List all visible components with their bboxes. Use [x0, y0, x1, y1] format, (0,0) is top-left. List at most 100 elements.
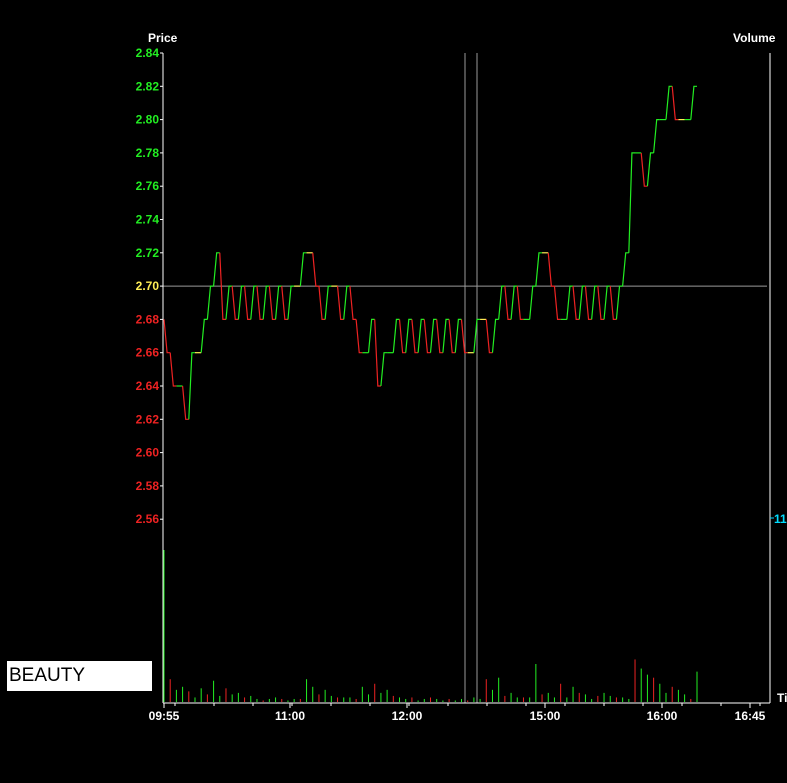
price-segment — [516, 286, 524, 320]
time-tick-label: 16:00 — [647, 709, 678, 723]
price-segment — [250, 285, 257, 320]
price-segment — [423, 319, 431, 354]
volume-marker-label: 11. — [774, 512, 787, 526]
price-tick-label: 2.56 — [136, 512, 160, 526]
price-tick-label: 2.74 — [136, 213, 160, 227]
price-segment — [603, 285, 611, 320]
price-segment — [578, 285, 586, 320]
time-axis-labels: 09:55 11:00 12:00 15:00 16:00 16:45 — [149, 709, 766, 723]
price-segment — [411, 319, 419, 354]
price-tick-label: 2.62 — [136, 412, 160, 426]
price-tick-label: 2.78 — [136, 146, 160, 160]
price-segment — [212, 252, 220, 287]
price-segment — [219, 252, 226, 320]
price-segment — [417, 318, 425, 353]
price-segment — [355, 319, 363, 354]
price-segment — [281, 286, 288, 320]
price-segment — [628, 152, 636, 253]
price-segment — [640, 152, 648, 187]
price-segment — [566, 285, 574, 320]
price-segment — [163, 319, 171, 354]
price-segment — [436, 319, 443, 354]
price-tick-label: 2.66 — [136, 346, 160, 360]
chart-axes — [160, 52, 774, 708]
price-segment — [454, 318, 462, 353]
price-tick-label: 2.80 — [136, 113, 160, 127]
time-tick-label: 16:45 — [735, 709, 766, 723]
price-segment — [181, 385, 189, 420]
price-segment — [225, 285, 233, 320]
price-segment — [231, 286, 239, 320]
price-segment — [442, 318, 450, 353]
price-segment — [262, 285, 270, 320]
price-segment — [367, 318, 375, 353]
price-segment — [405, 318, 412, 353]
y2-axis-title: Volume — [733, 31, 776, 45]
price-segment — [448, 319, 456, 354]
price-segment — [398, 319, 406, 354]
price-segment — [646, 152, 654, 187]
price-segment — [491, 318, 499, 353]
price-tick-label: 2.70 — [136, 279, 160, 293]
price-segment — [237, 285, 245, 320]
price-tick-label: 2.72 — [136, 246, 160, 260]
price-segment — [485, 319, 493, 354]
price-tick-label: 2.64 — [136, 379, 160, 393]
price-segment — [243, 286, 251, 320]
price-axis-labels: 2.84 2.82 2.80 2.78 2.76 2.74 2.72 2.70 2.68 2.66… — [136, 46, 160, 526]
price-segment — [318, 286, 326, 320]
price-segment — [498, 285, 505, 320]
price-segment — [268, 286, 276, 320]
time-tick-label: 11:00 — [275, 709, 305, 723]
price-segment — [200, 318, 208, 353]
price-segment — [256, 286, 264, 320]
price-segment — [349, 286, 357, 320]
volume-bars — [163, 550, 698, 702]
price-segment — [504, 286, 512, 320]
time-tick-label: 09:55 — [149, 709, 180, 723]
price-tick-label: 2.84 — [136, 46, 160, 60]
price-segment — [591, 285, 598, 320]
price-segment — [274, 285, 282, 320]
price-segment — [690, 85, 697, 120]
price-segment — [597, 286, 605, 320]
price-segment — [615, 285, 623, 320]
price-segment — [169, 352, 177, 387]
price-segment — [299, 252, 307, 287]
chart-grid — [163, 53, 767, 703]
price-segment — [473, 318, 481, 353]
symbol-label: BEAUTY — [7, 661, 152, 691]
price-segment — [206, 285, 214, 320]
price-segment — [343, 285, 350, 320]
x-axis-title: Ti — [777, 691, 787, 705]
time-tick-label: 15:00 — [530, 709, 561, 723]
time-tick-label: 12:00 — [392, 709, 423, 723]
price-segment — [653, 118, 660, 153]
price-segment — [529, 285, 536, 320]
price-segment — [572, 286, 580, 320]
price-tick-label: 2.60 — [136, 446, 160, 460]
price-segment — [510, 285, 518, 320]
price-segment — [312, 252, 319, 287]
price-segment — [609, 286, 617, 320]
price-segment — [374, 319, 381, 387]
price-segment — [671, 86, 679, 121]
price-segment — [429, 318, 437, 353]
price-segment — [622, 252, 629, 287]
price-segment — [287, 285, 295, 320]
price-segment — [380, 352, 388, 387]
price-segment — [188, 352, 195, 420]
price-segment — [460, 319, 468, 354]
price-segment — [584, 286, 592, 320]
price-segment — [392, 318, 400, 353]
price-segment — [665, 85, 673, 120]
price-segment — [553, 286, 561, 320]
price-segment — [336, 286, 344, 320]
price-line — [163, 85, 697, 420]
y-axis-title: Price — [148, 31, 178, 45]
price-tick-label: 2.82 — [136, 79, 160, 93]
price-tick-label: 2.58 — [136, 479, 160, 493]
price-segment — [547, 252, 555, 287]
price-segment — [535, 252, 543, 287]
